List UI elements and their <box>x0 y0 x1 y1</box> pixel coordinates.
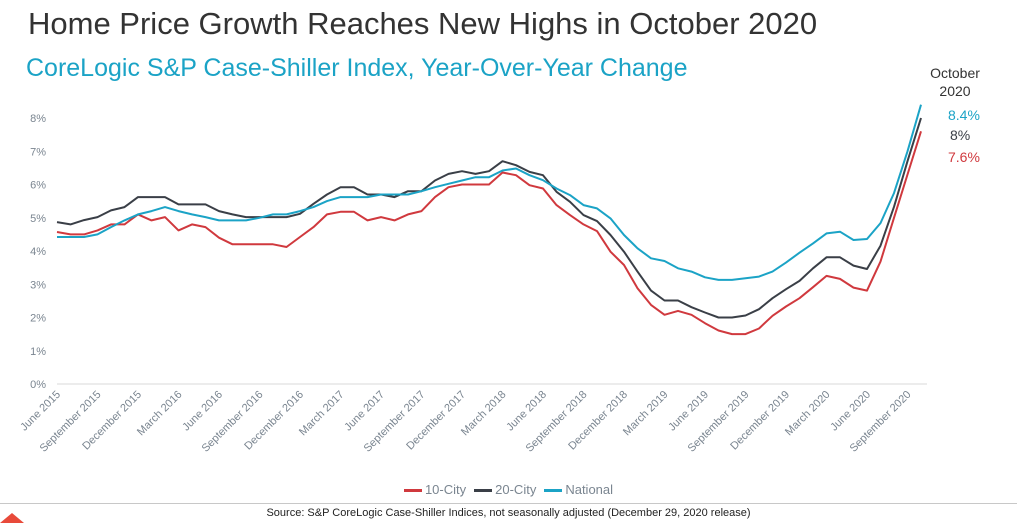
source-note: Source: S&P CoreLogic Case-Shiller Indic… <box>266 507 751 519</box>
logo-icon <box>0 513 24 523</box>
chart-title: Home Price Growth Reaches New Highs in O… <box>28 6 818 41</box>
legend-label: 20-City <box>495 482 537 497</box>
annotation-month: October <box>930 65 980 81</box>
y-tick-label: 7% <box>30 146 46 158</box>
y-tick-label: 8% <box>30 113 46 125</box>
y-tick-label: 4% <box>30 246 46 258</box>
y-tick-label: 1% <box>30 346 46 358</box>
legend-item: 20-City <box>474 482 536 497</box>
y-tick-label: 6% <box>30 180 46 192</box>
series-line-10-city <box>56 131 922 336</box>
y-tick-label: 3% <box>30 279 46 291</box>
divider <box>0 503 1017 504</box>
end-value-label: 8% <box>950 127 970 143</box>
end-value-label: 8.4% <box>948 107 980 123</box>
end-value-label: 7.6% <box>948 149 980 165</box>
annotation-year: 2020 <box>939 83 970 99</box>
series-line-20-city <box>56 117 922 319</box>
y-tick-label: 5% <box>30 213 46 225</box>
y-tick-label: 0% <box>30 379 46 391</box>
legend-label: National <box>565 482 614 497</box>
legend-item: National <box>544 482 613 497</box>
legend-label: 10-City <box>424 482 467 497</box>
series-line-national <box>57 104 922 281</box>
legend: 10-City 20-City National <box>0 482 1017 497</box>
legend-swatch <box>403 489 422 493</box>
y-tick-label: 2% <box>30 313 46 325</box>
legend-swatch <box>544 489 563 493</box>
legend-swatch <box>474 489 493 493</box>
chart-subtitle: CoreLogic S&P Case-Shiller Index, Year-O… <box>26 54 688 82</box>
legend-item: 10-City <box>403 482 467 497</box>
